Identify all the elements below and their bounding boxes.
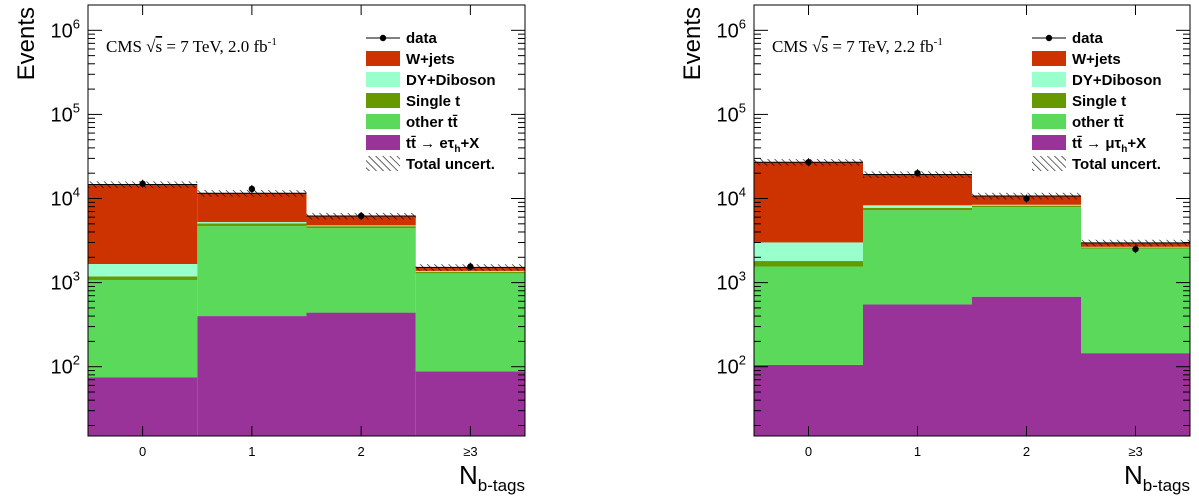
legend-swatch-1 xyxy=(366,51,400,66)
bar-99ffcc-1 xyxy=(863,205,972,208)
bar-99ffcc-2 xyxy=(972,204,1081,206)
legend-label-1: W+jets xyxy=(1072,51,1121,68)
bar-99ffcc-2 xyxy=(306,225,416,227)
bar-993399-2 xyxy=(306,312,416,436)
legend-label-3: Single t xyxy=(406,93,460,110)
bar-99ffcc-1 xyxy=(197,222,307,224)
y-tick-label: 104 xyxy=(51,185,80,211)
bar-cc3300-1 xyxy=(863,174,972,206)
y-axis-title: Events xyxy=(679,7,706,80)
data-point-2 xyxy=(1023,195,1030,202)
y-tick-label: 105 xyxy=(717,100,746,126)
legend-swatch-3 xyxy=(1032,93,1066,108)
x-tick-label-0: 0 xyxy=(805,444,812,459)
x-tick-label-2: 2 xyxy=(358,444,365,459)
y-tick-label: 103 xyxy=(717,269,746,295)
data-point-2 xyxy=(357,212,365,220)
data-point-0 xyxy=(805,159,812,166)
y-tick-label: 103 xyxy=(51,269,80,295)
bar-993399-3 xyxy=(1081,353,1190,436)
x-tick-label-3: ≥3 xyxy=(463,444,477,459)
bar-cc3300-0 xyxy=(88,184,198,264)
bar-cc3300-1 xyxy=(197,193,307,223)
bar-99ffcc-0 xyxy=(754,242,863,262)
legend-label-2: DY+Diboson xyxy=(406,72,496,89)
bar-5bd95b-3 xyxy=(415,273,525,372)
legend-label-1: W+jets xyxy=(406,51,455,68)
legend-label-5: tt̄ → eτh+X xyxy=(406,135,479,155)
bar-5bd95b-0 xyxy=(88,279,198,378)
data-point-3 xyxy=(467,263,474,270)
left-chart-panel: 102 103 104 105 106 0 1 2 ≥3 Events Nb-tags CMS √s … xyxy=(13,4,526,495)
legend-swatch-3 xyxy=(366,93,400,108)
y-tick-label: 104 xyxy=(717,185,746,211)
bar-993399-3 xyxy=(415,371,525,436)
bar-669900-3 xyxy=(415,271,525,274)
cms-annotation: CMS √s = 7 TeV, 2.0 fb-1 xyxy=(106,36,277,56)
data-point-1 xyxy=(914,169,921,177)
legend-swatch-4 xyxy=(366,114,400,129)
bar-5bd95b-3 xyxy=(1081,248,1190,354)
bar-5bd95b-2 xyxy=(306,228,416,313)
x-axis-title: Nb-tags xyxy=(1124,460,1190,495)
bar-99ffcc-3 xyxy=(415,270,525,272)
legend-swatch-1 xyxy=(1032,51,1066,66)
legend-label-2: DY+Diboson xyxy=(1072,72,1162,89)
x-tick-label-3: ≥3 xyxy=(1128,444,1142,459)
legend-swatch-4 xyxy=(1032,114,1066,129)
bar-993399-1 xyxy=(863,304,972,436)
y-tick-label: 105 xyxy=(51,100,80,126)
legend-label-3: Single t xyxy=(1072,93,1126,110)
bar-669900-1 xyxy=(863,207,972,211)
x-tick-label-2: 2 xyxy=(1023,444,1030,459)
legend-label-6: Total uncert. xyxy=(1072,156,1161,173)
data-point-0 xyxy=(139,180,146,187)
legend-marker-dot xyxy=(1045,34,1053,42)
bar-cc3300-0 xyxy=(754,162,863,243)
bar-669900-1 xyxy=(197,223,307,227)
y-tick-label: 106 xyxy=(717,16,746,42)
bar-993399-1 xyxy=(197,316,307,436)
legend-swatch-5 xyxy=(366,135,400,150)
legend-label-4: other tt̄ xyxy=(1072,114,1124,131)
x-tick-label-1: 1 xyxy=(248,444,255,459)
bar-5bd95b-0 xyxy=(754,266,863,365)
bar-669900-2 xyxy=(306,226,416,229)
legend-label-4: other tt̄ xyxy=(406,114,458,131)
legend-marker-dot xyxy=(379,34,387,42)
bar-99ffcc-0 xyxy=(88,263,198,277)
legend-swatch-5 xyxy=(1032,135,1066,150)
legend-swatch-2 xyxy=(1032,72,1066,87)
bar-5bd95b-1 xyxy=(197,226,307,317)
data-point-1 xyxy=(248,185,256,193)
bar-cc3300-2 xyxy=(306,216,416,226)
legend-swatch-hatch xyxy=(366,156,400,171)
cms-annotation: CMS √s = 7 TeV, 2.2 fb-1 xyxy=(772,36,943,56)
y-tick-label: 106 xyxy=(51,16,80,42)
y-axis-title: Events xyxy=(13,7,40,80)
y-tick-label: 102 xyxy=(51,353,80,379)
x-axis-title: Nb-tags xyxy=(459,460,525,495)
legend-label-0: data xyxy=(406,30,438,47)
legend-label-0: data xyxy=(1072,30,1104,47)
bar-669900-0 xyxy=(88,276,198,280)
right-chart-panel: 102 103 104 105 106 0 1 2 ≥3 Events Nb-tags CMS √s … xyxy=(679,4,1191,495)
plot-frame xyxy=(87,4,526,437)
legend-swatch-2 xyxy=(366,72,400,87)
y-tick-label: 102 xyxy=(717,353,746,379)
plot-frame xyxy=(753,4,1191,437)
bar-993399-2 xyxy=(972,296,1081,436)
x-tick-label-1: 1 xyxy=(914,444,921,459)
legend-label-5: tt̄ → μτh+X xyxy=(1072,135,1146,155)
bar-993399-0 xyxy=(754,364,863,436)
bar-5bd95b-2 xyxy=(972,207,1081,297)
bar-669900-2 xyxy=(972,205,1081,208)
bar-5bd95b-1 xyxy=(863,210,972,305)
legend-swatch-hatch xyxy=(1032,156,1066,171)
data-point-3 xyxy=(1132,245,1139,253)
legend-label-6: Total uncert. xyxy=(406,156,495,173)
bar-669900-0 xyxy=(754,261,863,267)
x-tick-label-0: 0 xyxy=(139,444,146,459)
